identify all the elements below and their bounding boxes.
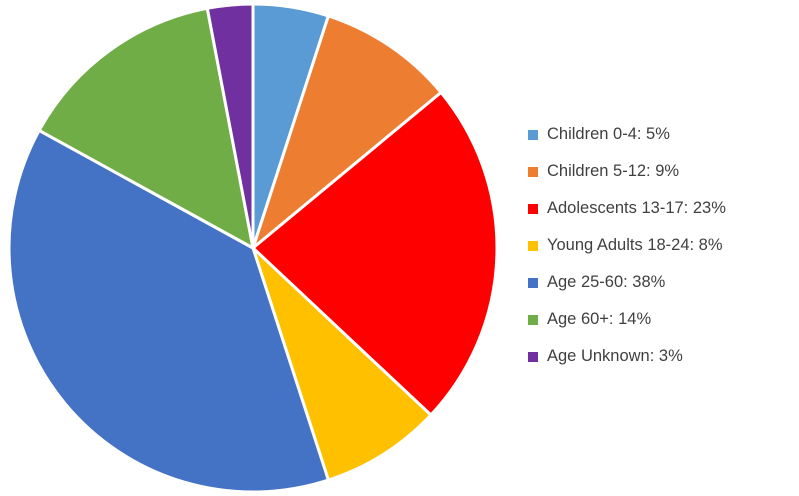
legend-item: Age 60+: 14% [528, 301, 793, 338]
pie-slice-adolescents-13-17 [251, 90, 499, 417]
pie-slice-children-5-12 [251, 14, 443, 250]
legend-item: Young Adults 18-24: 8% [528, 227, 793, 264]
chart-legend: Children 0-4: 5% Children 5-12: 9% Adolesc… [528, 116, 793, 375]
legend-label: Age Unknown: 3% [547, 347, 683, 365]
legend-label: Age 25-60: 38% [547, 273, 666, 291]
legend-item: Children 0-4: 5% [528, 116, 793, 153]
pie-plot-area [7, 2, 499, 494]
legend-swatch [528, 351, 538, 362]
legend-swatch [528, 129, 538, 140]
pie-slice-age-unknown [205, 2, 255, 250]
legend-label: Children 5-12: 9% [547, 162, 680, 180]
pie-slice-age-25-60 [7, 128, 330, 494]
legend-swatch [528, 314, 538, 325]
legend-swatch [528, 166, 538, 177]
legend-item: Age Unknown: 3% [528, 338, 793, 375]
legend-label: Young Adults 18-24: 8% [547, 236, 723, 254]
legend-swatch [528, 203, 538, 214]
legend-label: Adolescents 13-17: 23% [547, 199, 726, 217]
legend-item: Age 25-60: 38% [528, 264, 793, 301]
legend-swatch [528, 277, 538, 288]
pie-slice-age-60 [37, 6, 255, 250]
legend-label: Age 60+: 14% [547, 310, 652, 328]
legend-swatch [528, 240, 538, 251]
legend-item: Adolescents 13-17: 23% [528, 190, 793, 227]
legend-item: Children 5-12: 9% [528, 153, 793, 190]
legend-label: Children 0-4: 5% [547, 125, 670, 143]
pie-slice-young-adults-18-24 [251, 246, 433, 482]
